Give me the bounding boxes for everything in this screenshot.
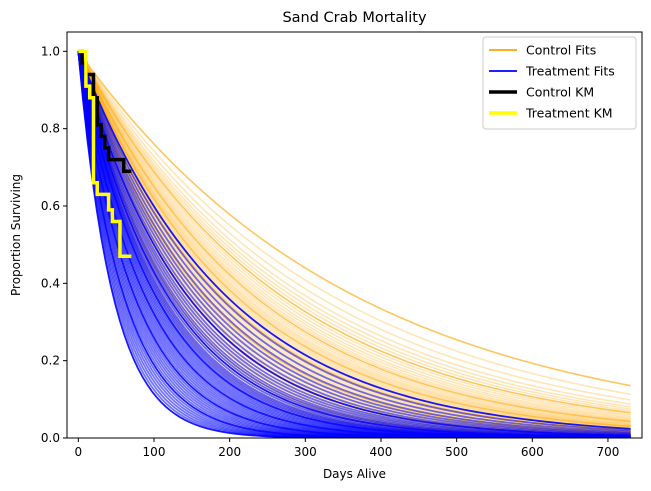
fit-curve: [77, 51, 631, 435]
fit-curve: [77, 51, 631, 436]
fit-curve: [77, 50, 631, 415]
fit-curve: [77, 50, 631, 401]
axes: 0 100 200 300 400 500 600 700 0.0 0.2 0.4 0.6 0.8 1.0: [41, 31, 643, 459]
fit-curve: [77, 50, 631, 408]
y-tick-label: 1.0: [41, 44, 60, 58]
axes-frame: [66, 31, 643, 439]
fit-curve: [77, 50, 631, 405]
fit-curve: [77, 50, 631, 421]
legend: Control Fits Treatment Fits Control KM Trea…: [482, 36, 637, 130]
legend-label: Treatment KM: [525, 106, 613, 121]
fit-curve: [77, 51, 631, 424]
fit-curve: [77, 51, 631, 425]
fit-curve: [77, 50, 631, 412]
fit-curve: [77, 51, 631, 427]
y-tick-label: 0.0: [41, 431, 60, 445]
y-tick-label: 0.2: [41, 354, 60, 368]
fit-curve: [77, 50, 631, 422]
fit-curve: [77, 51, 631, 427]
fit-curve: [77, 51, 631, 429]
x-tick-label: 700: [597, 445, 620, 459]
fit-curve: [77, 51, 631, 428]
x-tick-label: 0: [75, 445, 83, 459]
series-treatment-km: [78, 49, 132, 259]
x-tick-label: 400: [370, 445, 393, 459]
y-tick-label: 0.4: [41, 276, 60, 290]
fit-curve: [77, 51, 631, 432]
y-tick-label: 0.6: [41, 199, 60, 213]
x-tick-label: 100: [143, 445, 166, 459]
fit-curve: [77, 51, 631, 426]
chart-title: Sand Crab Mortality: [282, 10, 427, 26]
legend-box: [482, 36, 637, 130]
fit-curve: [77, 50, 631, 417]
x-tick-label: 300: [294, 445, 317, 459]
fit-curve: [77, 50, 631, 414]
fit-curve: [77, 50, 631, 410]
y-axis-title: Proportion Surviving: [9, 174, 23, 296]
plot-area: [77, 49, 631, 438]
x-tick-label: 200: [218, 445, 241, 459]
fit-curve: [77, 51, 631, 428]
x-tick-label: 600: [521, 445, 544, 459]
fit-curve: [77, 51, 631, 434]
x-axis-title: Days Alive: [323, 467, 386, 481]
fit-curve: [77, 51, 631, 430]
fit-curve: [77, 50, 631, 418]
fit-curve: [77, 51, 631, 424]
x-tick-label: 500: [445, 445, 468, 459]
legend-label: Control Fits: [526, 43, 596, 58]
fit-curve: [77, 50, 631, 423]
fit-curve: [77, 51, 631, 433]
fit-curve: [77, 51, 631, 429]
legend-label: Treatment Fits: [525, 64, 615, 79]
fit-curve: [77, 50, 631, 387]
y-tick-label: 0.8: [41, 122, 60, 136]
legend-label: Control KM: [526, 85, 594, 100]
fit-curve: [77, 51, 631, 432]
fit-curve: [77, 50, 631, 420]
fit-curve: [77, 50, 631, 396]
